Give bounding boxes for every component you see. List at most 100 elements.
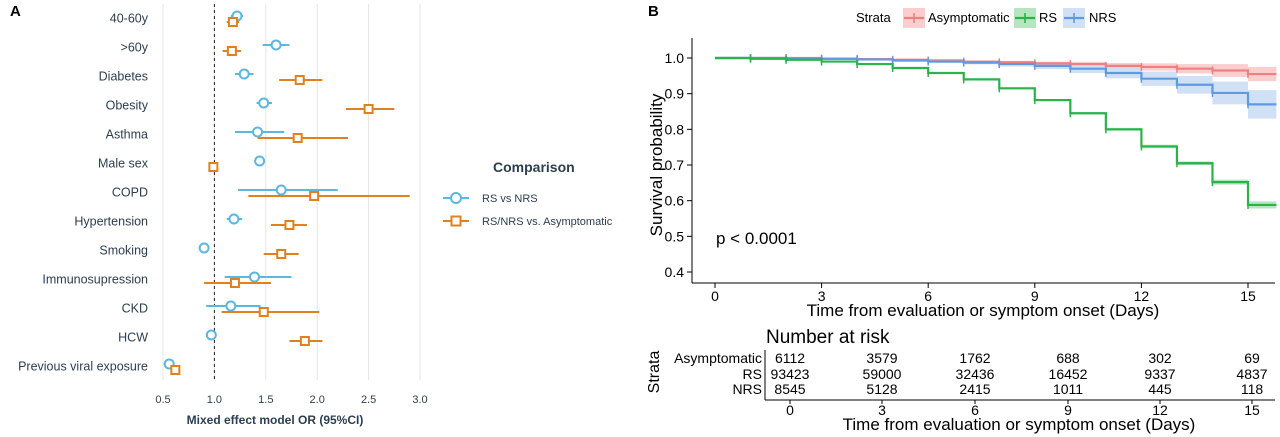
category-label-smoking: Smoking [99,244,148,258]
category-label-asthma: Asthma [106,128,148,142]
risk-table-title: Number at risk [766,327,890,348]
risk-row-label-rs: RS [743,366,762,382]
survival-legend-title: Strata [856,10,891,25]
legend-label-rs-vs-nrs: RS vs NRS [482,193,538,205]
or-point-rs-vs-nrs-smoking [198,242,210,254]
x-tick-label-6: 6 [924,288,932,304]
risk-table-cells: Asymptomatic 6112 3579 1762 688 302 69 RS 93423 5… [674,350,1268,397]
ci-band-asymptomatic [715,58,1277,82]
risk-cell-asymptomatic-15: 69 [1244,350,1260,366]
x-tick-label-2-0: 2.0 [310,394,325,406]
survival-curves [715,54,1277,209]
risk-x-tick-label-9: 9 [1064,402,1072,418]
or-point-rs-vs-nrs-hypertension [228,213,240,225]
or-point-rs-vs-nrs-60y [270,39,282,51]
forest-marks [163,10,410,375]
or-point-rsnrs-vs-asym-hcw [299,336,310,346]
or-point-rs-vs-nrs-copd [275,184,287,196]
or-point-rsnrs-vs-asym-male-sex [208,162,219,172]
legend-item-rsnrs-vs-asym: RS/NRS vs. Asymptomatic [443,215,613,228]
risk-cell-rs-0: 93423 [771,366,810,382]
category-label-diabetes: Diabetes [99,70,148,84]
category-label-previous-viral-exposure: Previous viral exposure [18,360,148,374]
legend-label-rsnrs-vs-asym: RS/NRS vs. Asymptomatic [482,216,613,228]
or-point-rs-vs-nrs-hcw [205,329,217,341]
risk-cell-nrs-0: 8545 [774,381,805,397]
risk-cell-rs-9: 16452 [1049,366,1088,382]
x-tick-label-2-5: 2.5 [361,394,376,406]
risk-cell-nrs-6: 2415 [959,381,990,397]
or-point-rsnrs-vs-asym-diabetes [294,75,305,85]
survival-axes: 0.4 0.5 0.6 0.7 0.8 0.9 1.0 0 3 6 9 12 15 [665,38,1275,304]
risk-table-x-axis-title: Time from evaluation or symptom onset (D… [843,415,1196,434]
survival-legend: Strata Asymptomatic RS NRS [856,8,1117,28]
or-point-rsnrs-vs-asym-60y [226,46,237,56]
risk-cell-asymptomatic-12: 302 [1148,350,1172,366]
x-tick-label-0: 0 [711,288,719,304]
category-label-60y: >60y [121,41,149,55]
or-point-rs-vs-nrs-asthma [252,126,264,138]
or-point-rsnrs-vs-asym-asthma [292,133,303,143]
survival-x-axis-title: Time from evaluation or symptom onset (D… [807,301,1160,320]
risk-cell-rs-12: 9337 [1144,366,1175,382]
panel-a-letter: A [10,3,21,20]
category-label-40-60y: 40-60y [110,12,149,26]
x-tick-label-12: 12 [1134,288,1150,304]
category-label-copd: COPD [112,186,148,200]
forest-category-labels: 40-60y >60y Diabetes Obesity Asthma Male sex C… [18,12,149,374]
category-label-obesity: Obesity [106,99,149,113]
forest-gridlines [162,4,421,380]
or-point-rsnrs-vs-asym-copd [309,191,320,201]
y-tick-label-0-5: 0.5 [665,228,685,244]
legend-label-rs: RS [1039,10,1057,25]
y-tick-label-1-0: 1.0 [665,50,685,66]
risk-cell-nrs-12: 445 [1148,381,1172,397]
risk-table: Number at risk Strata Asymptomatic 6112 35… [646,327,1275,434]
or-point-rsnrs-vs-asym-smoking [276,249,287,259]
legend-square-icon [450,215,462,227]
survival-confidence-bands [715,58,1277,209]
risk-x-tick-label-15: 15 [1244,402,1260,418]
category-label-male-sex: Male sex [98,157,149,171]
x-tick-label-9: 9 [1031,288,1039,304]
x-tick-label-1-0: 1.0 [207,394,222,406]
forest-x-axis-title: Mixed effect model OR (95%CI) [187,413,364,427]
risk-row-label-asymptomatic: Asymptomatic [674,350,762,366]
risk-row-label-nrs: NRS [732,381,762,397]
forest-plot: 40-60y >60y Diabetes Obesity Asthma Male sex C… [18,4,428,427]
x-tick-label-3-0: 3.0 [412,394,427,406]
risk-cell-nrs-9: 1011 [1053,381,1083,397]
legend-label-nrs: NRS [1089,10,1117,25]
x-tick-label-3: 3 [818,288,826,304]
risk-x-tick-label-12: 12 [1152,402,1168,418]
or-point-rs-vs-nrs-obesity [258,97,270,109]
risk-cell-rs-3: 59000 [863,366,902,382]
x-tick-label-0-5: 0.5 [155,394,170,406]
p-value-annotation: p < 0.0001 [716,229,797,248]
y-tick-label-0-9: 0.9 [665,86,685,102]
y-tick-label-0-4: 0.4 [665,264,685,280]
risk-table-axis: 0 3 6 9 12 15 [764,350,1275,418]
or-point-rsnrs-vs-asym-obesity [363,104,374,114]
category-label-immunosupression: Immunosupression [42,273,148,287]
legend-item-rs-vs-nrs: RS vs NRS [443,192,538,205]
or-point-rsnrs-vs-asym-immunosupression [229,278,240,288]
risk-cell-asymptomatic-6: 1762 [959,350,990,366]
risk-cell-rs-15: 4837 [1236,366,1267,382]
risk-cell-rs-6: 32436 [956,366,995,382]
category-label-ckd: CKD [122,302,148,316]
x-tick-label-1-5: 1.5 [258,394,273,406]
risk-x-tick-label-0: 0 [786,402,794,418]
risk-x-tick-label-6: 6 [971,402,979,418]
category-label-hcw: HCW [118,331,148,345]
y-tick-label-0-8: 0.8 [665,121,685,137]
x-tick-label-15: 15 [1240,288,1256,304]
risk-cell-asymptomatic-3: 3579 [866,350,897,366]
category-label-hypertension: Hypertension [74,215,148,229]
or-point-rsnrs-vs-asym-hypertension [284,220,295,230]
forest-x-ticks: 0.5 1.0 1.5 2.0 2.5 3.0 [155,394,427,406]
forest-legend-title: Comparison [493,159,575,175]
risk-cell-asymptomatic-0: 6112 [775,350,805,366]
panel-b-letter: B [648,3,659,20]
